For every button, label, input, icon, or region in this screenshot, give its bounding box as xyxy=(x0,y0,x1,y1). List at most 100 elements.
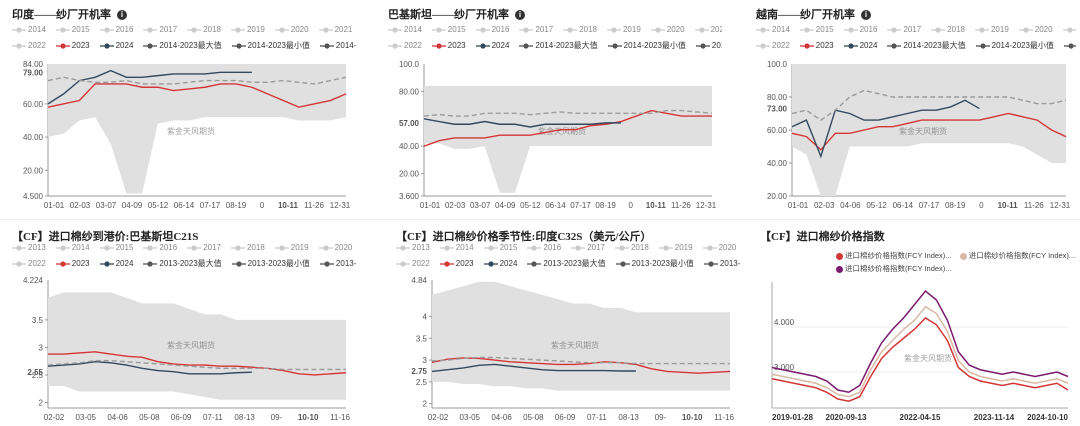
legend-item[interactable]: 2021 xyxy=(1062,22,1076,38)
legend-item[interactable]: 2016 xyxy=(843,22,877,38)
legend-item[interactable]: 2024 xyxy=(99,256,133,272)
legend-item[interactable]: 进口棉纱价格指数(FCY Index)... xyxy=(836,263,1075,274)
series-line-2013-2023均值[interactable] xyxy=(431,356,730,365)
legend-item[interactable]: 2018 xyxy=(931,22,965,38)
legend-item[interactable]: 2014 xyxy=(756,22,790,38)
legend-item[interactable]: 2020 xyxy=(1018,22,1053,38)
legend-item[interactable]: 2013-2023最大值 xyxy=(527,256,606,272)
legend-item[interactable]: 2022 xyxy=(12,38,46,54)
series-line-2023[interactable] xyxy=(48,351,347,376)
legend-item[interactable]: 2017 xyxy=(143,22,177,38)
legend-item[interactable]: 2018 xyxy=(614,240,649,256)
legend-item[interactable]: 进口棉纱价格指数(FCY Index)... 进口棉纱价格指数(FCY Inde… xyxy=(836,250,1075,261)
legend-item[interactable]: 2014-2023最大值 xyxy=(143,38,222,54)
series-line-2024[interactable] xyxy=(791,99,980,159)
legend-item[interactable]: 2014 xyxy=(12,22,46,38)
legend-item[interactable]: 2014 xyxy=(439,240,474,256)
series-line-2023[interactable] xyxy=(47,83,347,108)
legend-item[interactable]: 2013-2023均值 xyxy=(319,256,356,272)
legend-item[interactable]: 2014 xyxy=(55,240,90,256)
y-tick-label: 3 xyxy=(423,356,428,365)
legend-item[interactable]: 2023 xyxy=(439,256,474,272)
legend-item[interactable]: 2015 xyxy=(799,22,834,38)
legend-item[interactable]: 2019 xyxy=(658,240,693,256)
legend-item[interactable]: 2015 xyxy=(55,22,90,38)
legend-marker-icon xyxy=(99,43,114,49)
legend-item[interactable]: 2018 xyxy=(563,22,597,38)
legend-item[interactable]: 2014-2023最大值 xyxy=(519,38,598,54)
legend-item[interactable]: 2020 xyxy=(702,240,736,256)
series-line-2023[interactable] xyxy=(423,109,712,147)
series-line-idx-red[interactable] xyxy=(771,317,1069,403)
info-icon[interactable]: i xyxy=(515,10,525,20)
info-icon[interactable]: i xyxy=(117,10,127,20)
legend-item[interactable]: 2013-2023均值 xyxy=(703,256,740,272)
legend-item[interactable]: 2014-2023最小值 xyxy=(975,38,1054,54)
series-line-2014-2023均值[interactable] xyxy=(47,76,347,85)
legend-item[interactable]: 2024 xyxy=(99,38,133,54)
legend-item[interactable]: 2019 xyxy=(974,22,1009,38)
legend-item[interactable]: 2014-2023最小值 xyxy=(607,38,686,54)
series-line-idx-purple[interactable] xyxy=(771,289,1069,394)
legend-item[interactable]: 2013-2023最小值 xyxy=(231,256,310,272)
series-line-2024[interactable] xyxy=(423,118,622,128)
legend-item[interactable]: 2016 xyxy=(527,240,561,256)
series-line-2013-2023均值[interactable] xyxy=(47,359,346,371)
legend-item[interactable]: 2015 xyxy=(483,240,517,256)
legend-item[interactable]: 2018 xyxy=(230,240,265,256)
legend-item[interactable]: 2021 xyxy=(318,22,352,38)
series-line-2014-2023均值[interactable] xyxy=(423,109,713,117)
legend-item[interactable]: 2020 xyxy=(318,240,352,256)
legend-item[interactable]: 2016 xyxy=(475,22,509,38)
legend-item[interactable]: 2013-2023最小值 xyxy=(615,256,694,272)
legend-item[interactable]: 2019 xyxy=(274,240,309,256)
y-tick-label: 4 xyxy=(423,313,428,322)
legend-item[interactable]: 2022 xyxy=(756,38,790,54)
legend-item[interactable]: 2024 xyxy=(483,256,517,272)
legend-item[interactable]: 2015 xyxy=(99,240,133,256)
legend-item[interactable]: 2014-2023均值 xyxy=(319,38,356,54)
legend-item[interactable]: 2024 xyxy=(475,38,509,54)
legend-item[interactable]: 2017 xyxy=(187,240,221,256)
legend-item[interactable]: 2020 xyxy=(274,22,309,38)
legend-item[interactable]: 2013 xyxy=(12,240,46,256)
legend-item[interactable]: 2022 xyxy=(12,256,46,272)
legend-item[interactable]: 2023 xyxy=(55,38,90,54)
legend-item[interactable]: 2019 xyxy=(230,22,265,38)
legend-item[interactable]: 2017 xyxy=(519,22,553,38)
series-line-2023[interactable] xyxy=(791,112,1067,151)
info-icon[interactable]: i xyxy=(861,10,871,20)
chart-plot: 紫金天风期货 20.00 40.00 60.00 80.00 100.0 73.00 01-0… xyxy=(767,60,1071,210)
series-line-2024[interactable] xyxy=(47,69,252,105)
legend-item[interactable]: 2023 xyxy=(799,38,834,54)
legend-item[interactable]: 2014 xyxy=(388,22,422,38)
legend-item[interactable]: 2020 xyxy=(650,22,685,38)
series-line-2024[interactable] xyxy=(431,363,636,373)
legend-item[interactable]: 2014-2023最大值 xyxy=(887,38,966,54)
legend-item[interactable]: 2023 xyxy=(431,38,466,54)
legend-item[interactable]: 2022 xyxy=(388,38,422,54)
legend-item[interactable]: 2015 xyxy=(431,22,466,38)
series-line-2014-2023均值[interactable] xyxy=(791,89,1067,121)
legend-item[interactable]: 2023 xyxy=(55,256,90,272)
legend-item[interactable]: 2017 xyxy=(571,240,605,256)
series-line-2024[interactable] xyxy=(47,361,252,375)
legend-marker-icon xyxy=(931,27,946,33)
legend-item[interactable]: 2014-2023最小值 xyxy=(231,38,310,54)
legend-item[interactable]: 2014-2023均值 xyxy=(695,38,722,54)
legend-item[interactable]: 2019 xyxy=(606,22,641,38)
legend-item[interactable]: 2024 xyxy=(843,38,877,54)
legend-item[interactable]: 2013-2023最大值 xyxy=(143,256,222,272)
legend-item[interactable]: 2022 xyxy=(396,256,430,272)
legend-item[interactable]: 2021 xyxy=(694,22,722,38)
legend-item[interactable]: 2016 xyxy=(143,240,177,256)
legend-item[interactable]: 2017 xyxy=(887,22,921,38)
legend-item[interactable]: 2013 xyxy=(396,240,430,256)
series-line-idx-tan[interactable] xyxy=(771,305,1069,398)
x-tick-label: 10-10 xyxy=(298,413,319,422)
legend-item[interactable]: 2016 xyxy=(99,22,133,38)
series-line-2023[interactable] xyxy=(431,357,731,374)
legend-marker-icon xyxy=(519,43,534,49)
legend-item[interactable]: 2014-2023均值 xyxy=(1063,38,1076,54)
legend-item[interactable]: 2018 xyxy=(187,22,221,38)
